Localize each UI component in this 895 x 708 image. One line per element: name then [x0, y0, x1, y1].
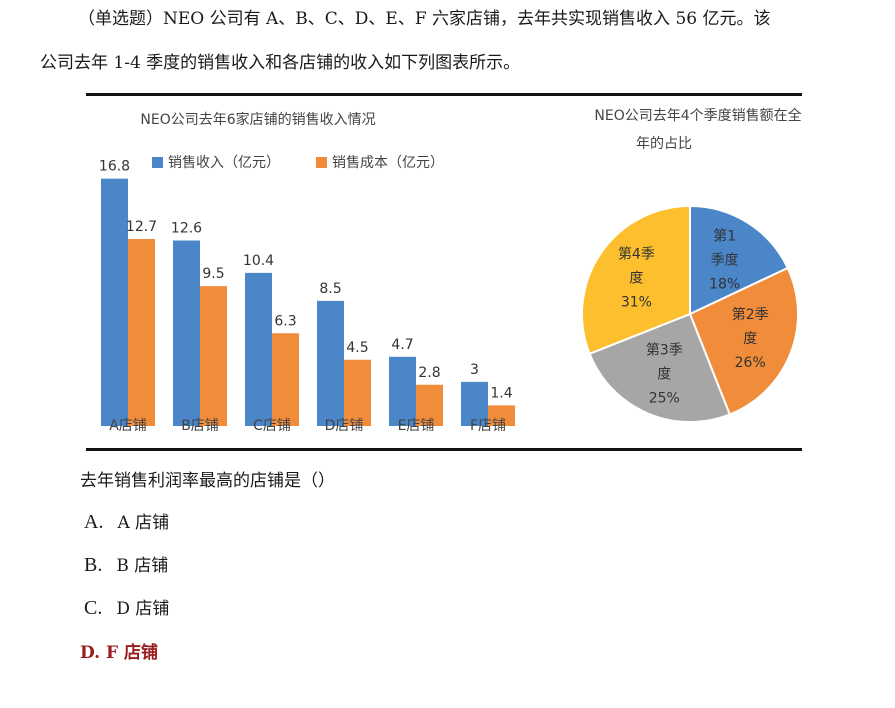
bar	[200, 286, 227, 426]
bar-value-label: 4.7	[391, 337, 413, 353]
pie-slice	[581, 204, 691, 356]
bar	[272, 333, 299, 426]
category-label: D店铺	[325, 418, 364, 434]
bar-category-labels: A店铺 B店铺 C店铺 D店铺 E店铺 F店铺	[109, 418, 506, 434]
pie-label: 31%	[621, 295, 652, 311]
pie-label: 度	[657, 367, 671, 383]
pie-label: 25%	[649, 391, 680, 407]
option-letter: B.	[84, 554, 103, 576]
pie-label: 第1	[713, 227, 736, 244]
pie-slice	[689, 204, 790, 316]
bar-chart-legend: 销售收入（亿元） 销售成本（亿元）	[152, 155, 444, 171]
pie-slice	[588, 312, 732, 423]
bar	[461, 381, 488, 426]
question-line-2: 公司去年 1-4 季度的销售收入和各店铺的收入如下列图表所示。	[40, 53, 521, 73]
bar	[173, 240, 200, 426]
option-b[interactable]: B. B 店铺	[84, 551, 168, 577]
quarterly-share-pie-chart: NEO公司去年4个季度销售额在全 年的占比 第1季度18%第2季度26%第3季度…	[581, 107, 802, 423]
pie-label: 第2季	[732, 306, 769, 323]
bar-value-label: 3	[470, 362, 479, 378]
charts-svg: NEO公司去年6家店铺的销售收入情况 销售收入（亿元） 销售成本（亿元） 16.8…	[99, 107, 802, 434]
legend-label: 销售收入（亿元）	[168, 155, 280, 171]
option-a[interactable]: A. A 店铺	[84, 508, 169, 534]
pie-chart-title-line-1: NEO公司去年4个季度销售额在全	[594, 107, 801, 124]
option-text: D 店铺	[116, 599, 170, 619]
bar	[317, 300, 344, 426]
pie-label: 度	[743, 331, 757, 347]
pie-label: 度	[629, 271, 643, 287]
bar-value-label: 1.4	[490, 385, 512, 401]
bar	[128, 239, 155, 426]
category-label: F店铺	[470, 418, 506, 434]
chart-figure: NEO公司去年6家店铺的销售收入情况 销售收入（亿元） 销售成本（亿元） 16.8…	[86, 93, 802, 451]
category-label: B店铺	[181, 418, 219, 434]
answer-text: D. F 店铺	[80, 643, 158, 663]
bar-chart-title: NEO公司去年6家店铺的销售收入情况	[140, 111, 375, 128]
option-text: A 店铺	[117, 513, 170, 533]
bar-value-label: 16.8	[99, 159, 130, 175]
bar-value-label: 4.5	[346, 340, 368, 356]
option-text: B 店铺	[116, 556, 169, 576]
question-prompt: 去年销售利润率最高的店铺是（）	[80, 471, 335, 491]
pie-label: 季度	[711, 252, 739, 268]
bar-value-label: 6.3	[274, 313, 296, 329]
bar	[389, 356, 416, 426]
store-revenue-bar-chart: NEO公司去年6家店铺的销售收入情况 销售收入（亿元） 销售成本（亿元） 16.8…	[99, 111, 515, 434]
bar-value-label: 12.6	[171, 221, 202, 237]
option-letter: C.	[84, 597, 103, 619]
legend-label: 销售成本（亿元）	[332, 155, 444, 171]
bar	[416, 384, 443, 426]
bar-series: 16.8 12.7 12.6 9.5 10.4 6.3 8.5 4.5 4.7 2.8 3 1.4	[99, 159, 515, 426]
pie-chart-title-line-2: 年的占比	[636, 136, 692, 152]
bar-value-label: 8.5	[319, 281, 341, 297]
pie-slices	[581, 204, 799, 423]
pie-label: 18%	[709, 276, 740, 292]
bar	[488, 405, 515, 426]
bar-value-label: 10.4	[243, 253, 274, 269]
bar	[101, 178, 128, 426]
pie-label: 第3季	[646, 342, 683, 359]
bar	[245, 272, 272, 426]
category-label: E店铺	[398, 418, 435, 434]
option-c[interactable]: C. D 店铺	[84, 594, 169, 620]
bar-value-label: 9.5	[202, 266, 224, 282]
pie-slice	[688, 266, 799, 416]
category-label: A店铺	[109, 418, 147, 434]
option-letter: A.	[84, 511, 104, 533]
pie-label: 第4季	[618, 246, 655, 263]
legend-swatch	[152, 157, 163, 168]
question-line-1: （单选题）NEO 公司有 A、B、C、D、E、F 六家店铺，去年共实现销售收入 …	[78, 9, 771, 29]
category-label: C店铺	[253, 418, 291, 434]
pie-label: 26%	[735, 355, 766, 371]
bar-value-label: 12.7	[126, 219, 157, 235]
bar	[344, 359, 371, 426]
bar-value-label: 2.8	[418, 365, 440, 381]
legend-swatch	[316, 157, 327, 168]
